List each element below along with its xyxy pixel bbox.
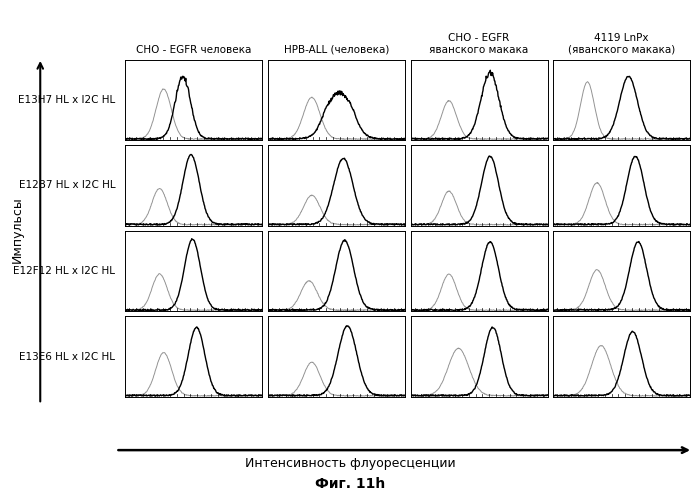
Text: HPB-ALL (человека): HPB-ALL (человека) bbox=[284, 45, 389, 55]
Text: E12B7 HL x I2C HL: E12B7 HL x I2C HL bbox=[19, 181, 116, 190]
Text: 4119 LnPx
(яванского макака): 4119 LnPx (яванского макака) bbox=[568, 33, 676, 55]
Text: CHO - EGFR человека: CHO - EGFR человека bbox=[136, 45, 251, 55]
Text: E13H7 HL x I2C HL: E13H7 HL x I2C HL bbox=[18, 95, 116, 105]
Text: Импульсы: Импульсы bbox=[11, 196, 24, 263]
Text: Интенсивность флуоресценции: Интенсивность флуоресценции bbox=[245, 457, 455, 470]
Text: E13E6 HL x I2C HL: E13E6 HL x I2C HL bbox=[20, 352, 116, 362]
Text: CHO - EGFR
яванского макака: CHO - EGFR яванского макака bbox=[429, 33, 528, 55]
Text: E12F12 HL x I2C HL: E12F12 HL x I2C HL bbox=[13, 266, 116, 276]
Text: Фиг. 11h: Фиг. 11h bbox=[315, 477, 385, 491]
